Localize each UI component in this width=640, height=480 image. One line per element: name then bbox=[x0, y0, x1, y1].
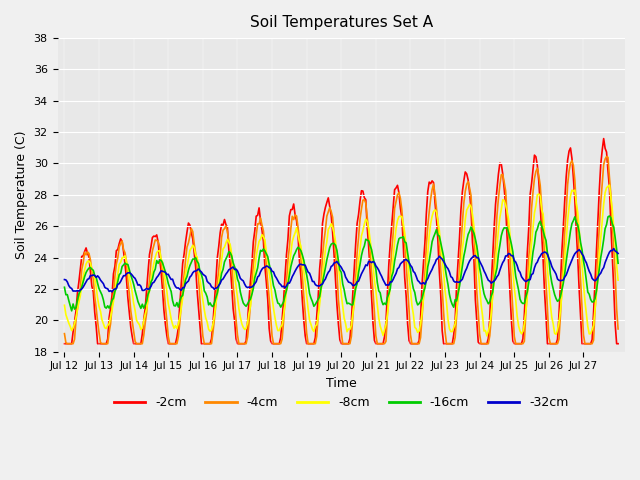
-16cm bbox=[429, 234, 437, 240]
-32cm bbox=[111, 286, 119, 292]
-16cm bbox=[68, 308, 76, 314]
-8cm bbox=[353, 272, 361, 278]
-8cm bbox=[445, 326, 453, 332]
-32cm bbox=[610, 246, 618, 252]
-4cm bbox=[63, 341, 71, 347]
-16cm bbox=[605, 213, 613, 219]
-8cm bbox=[483, 333, 491, 339]
-4cm bbox=[355, 235, 362, 240]
-4cm bbox=[61, 331, 68, 336]
-4cm bbox=[614, 326, 622, 332]
-16cm bbox=[290, 253, 298, 259]
-4cm bbox=[75, 296, 83, 302]
Line: -16cm: -16cm bbox=[65, 216, 618, 311]
-4cm bbox=[429, 181, 437, 187]
Line: -32cm: -32cm bbox=[65, 249, 618, 292]
-8cm bbox=[109, 299, 117, 304]
-4cm bbox=[603, 154, 611, 159]
-32cm bbox=[429, 263, 437, 269]
-2cm bbox=[614, 341, 622, 347]
-8cm bbox=[74, 307, 81, 312]
-32cm bbox=[74, 288, 81, 293]
-32cm bbox=[447, 274, 454, 279]
-16cm bbox=[111, 288, 119, 294]
-8cm bbox=[61, 302, 68, 308]
-2cm bbox=[428, 178, 436, 184]
Y-axis label: Soil Temperature (C): Soil Temperature (C) bbox=[15, 131, 28, 259]
-8cm bbox=[605, 182, 613, 188]
Title: Soil Temperatures Set A: Soil Temperatures Set A bbox=[250, 15, 433, 30]
-32cm bbox=[355, 278, 362, 284]
Line: -4cm: -4cm bbox=[65, 156, 618, 344]
-32cm bbox=[290, 271, 298, 277]
-32cm bbox=[108, 289, 116, 295]
-16cm bbox=[447, 298, 454, 303]
-16cm bbox=[614, 260, 622, 266]
Line: -2cm: -2cm bbox=[65, 139, 618, 344]
-16cm bbox=[75, 291, 83, 297]
-4cm bbox=[447, 341, 454, 347]
-2cm bbox=[353, 221, 361, 227]
-8cm bbox=[289, 239, 296, 244]
-4cm bbox=[111, 273, 119, 279]
-32cm bbox=[61, 276, 68, 282]
-16cm bbox=[355, 270, 362, 276]
X-axis label: Time: Time bbox=[326, 377, 356, 390]
Line: -8cm: -8cm bbox=[65, 185, 618, 336]
-2cm bbox=[74, 290, 81, 296]
-16cm bbox=[61, 284, 68, 290]
-4cm bbox=[290, 216, 298, 222]
-2cm bbox=[600, 136, 607, 142]
-2cm bbox=[109, 271, 117, 276]
Legend: -2cm, -4cm, -8cm, -16cm, -32cm: -2cm, -4cm, -8cm, -16cm, -32cm bbox=[109, 391, 573, 414]
-2cm bbox=[445, 341, 453, 347]
-2cm bbox=[289, 206, 296, 212]
-2cm bbox=[61, 341, 68, 347]
-32cm bbox=[614, 251, 622, 256]
-8cm bbox=[428, 214, 436, 219]
-8cm bbox=[614, 277, 622, 283]
Text: BA_met: BA_met bbox=[0, 479, 1, 480]
